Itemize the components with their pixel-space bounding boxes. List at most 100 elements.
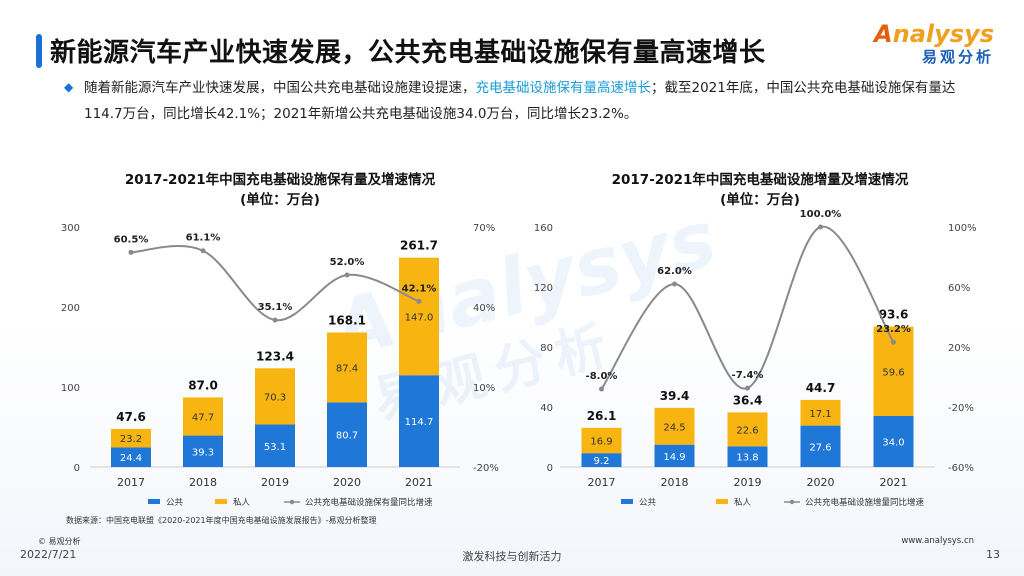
chart1-bar-label: 24.4 [120, 453, 142, 464]
chart1-ytick: 200 [61, 303, 80, 314]
chart1-xtick: 2018 [189, 476, 217, 489]
chart1-ytick: 100 [61, 383, 80, 394]
chart1-bar-label: 114.7 [405, 417, 434, 428]
chart2-legend-private: 私人 [734, 498, 752, 508]
chart1-legend-private-swatch [215, 499, 227, 504]
chart2-growth-label: 100.0% [800, 209, 842, 220]
chart2-growth-point [745, 385, 750, 391]
chart1-y2tick: -20% [473, 463, 499, 474]
logo-wordmark: Analysys [874, 20, 994, 48]
chart1-bar-public [399, 375, 439, 467]
chart2-bar-public [581, 453, 622, 467]
chart1-total-label: 123.4 [256, 349, 294, 363]
chart1-y2tick: 70% [473, 223, 495, 234]
chart1-xtick: 2020 [333, 476, 361, 489]
intro-part2: ；截至2021年底，中国公共充电基础设施保有量达114.7万台，同比增长42.1… [84, 80, 956, 122]
chart2-bar-label: 59.6 [882, 367, 904, 378]
chart1-growth-label: 35.1% [258, 302, 293, 313]
chart1-growth-point [200, 248, 206, 254]
chart2-total-label: 36.4 [733, 393, 763, 407]
chart2-y2tick: 20% [948, 343, 970, 354]
chart2-legend-private-swatch [716, 499, 728, 504]
chart1-bar-label: 39.3 [192, 447, 214, 458]
chart1-bar-private [183, 397, 223, 436]
chart2-total-label: 39.4 [660, 389, 690, 403]
chart1-total-label: 168.1 [328, 314, 366, 328]
chart2-bar-private [800, 399, 841, 426]
chart1-bar-private [399, 257, 439, 376]
analysys-logo: Analysys 易观分析 [874, 20, 994, 66]
chart1-subtitle: (单位：万台) [240, 192, 320, 208]
chart1-ytick: 300 [61, 223, 80, 234]
chart1-total-label: 47.6 [116, 410, 146, 424]
chart2-y2tick: -60% [948, 463, 974, 474]
chart1-growth-point [128, 249, 134, 255]
chart2-total-label: 93.6 [879, 308, 909, 322]
chart1-bar-private [111, 428, 151, 448]
chart2-bar-label: 17.1 [809, 409, 831, 420]
chart2-bar-private [581, 427, 622, 454]
chart2-total-label: 44.7 [806, 381, 836, 395]
chart1-bar-public [255, 424, 295, 467]
chart2-growth-label: 62.0% [657, 266, 692, 277]
chart1-bar-private [255, 368, 295, 425]
chart2-title: 2017-2021年中国充电基础设施增量及增速情况 [611, 172, 909, 188]
chart2-ytick: 40 [540, 403, 553, 414]
chart2-legend-public: 公共 [639, 498, 657, 508]
chart1-bar-public [183, 435, 223, 467]
chart2-growth-point [599, 386, 604, 392]
title-accent-bar [36, 34, 42, 68]
chart2-bar-label: 9.2 [594, 456, 610, 467]
logo-letter-a: A [874, 20, 893, 48]
chart1-growth-label: 42.1% [402, 283, 437, 294]
chart1-bar-public [111, 447, 151, 467]
chart2-ytick: 80 [540, 343, 553, 354]
chart2-y2tick: -20% [948, 403, 974, 414]
chart2-bar-private [727, 412, 768, 447]
chart1-legend-line-marker [289, 499, 295, 505]
chart2-bar-label: 24.5 [663, 422, 685, 433]
chart1-growth-label: 60.5% [114, 234, 149, 245]
chart2-subtitle: (单位：万台) [720, 192, 800, 208]
chart2-y2tick: 100% [948, 223, 977, 234]
chart2-bar-label: 16.9 [590, 437, 612, 448]
chart1-growth-point [344, 272, 350, 278]
chart2-bar-public [800, 425, 841, 467]
chart1-xtick: 2021 [405, 476, 433, 489]
chart1-bar-private [327, 332, 367, 403]
logo-chinese: 易观分析 [921, 48, 994, 66]
chart1-legend-public: 公共 [166, 498, 184, 508]
chart2-xtick: 2021 [880, 476, 908, 489]
chart1-bar-label: 53.1 [264, 442, 286, 453]
intro-paragraph: 随着新能源汽车产业快速发展，中国公共充电基础设施建设提速，充电基础设施保有量高速… [84, 75, 964, 127]
chart1-y2tick: 40% [473, 303, 495, 314]
chart1-ytick: 0 [74, 463, 80, 474]
intro-part1: 随着新能源汽车产业快速发展，中国公共充电基础设施建设提速， [84, 80, 476, 96]
chart1-bar-public [327, 402, 367, 467]
footer-date: 2022/7/21 [20, 548, 77, 561]
chart2-xtick: 2019 [734, 476, 762, 489]
chart2-xtick: 2018 [661, 476, 689, 489]
chart2-growth-label: -7.4% [732, 370, 764, 381]
chart2-bar-label: 27.6 [809, 442, 831, 453]
chart2-bar-public [727, 446, 768, 467]
chart2-growth-point [672, 281, 677, 287]
chart1-bar-label: 23.2 [120, 434, 142, 445]
chart1-bar-label: 70.3 [264, 392, 286, 403]
chart2-legend-line-marker [789, 499, 795, 505]
chart2-xtick: 2017 [588, 476, 616, 489]
chart2-bar-label: 14.9 [663, 452, 685, 463]
chart2-ytick: 0 [547, 463, 553, 474]
chart1-legend-private: 私人 [233, 498, 251, 508]
chart1-title-block: 2017-2021年中国充电基础设施保有量及增速情况 (单位：万台) [60, 170, 500, 210]
data-source-note: 数据来源：中国充电联盟《2020-2021年度中国充电基础设施发展报告》-易观分… [66, 516, 377, 525]
page-number: 13 [986, 548, 1000, 561]
chart1-xtick: 2017 [117, 476, 145, 489]
footer-url[interactable]: www.analysys.cn [901, 536, 974, 546]
chart2-ytick: 160 [534, 223, 553, 234]
chart1-xtick: 2019 [261, 476, 289, 489]
chart2-bar-label: 13.8 [736, 453, 758, 464]
chart2-growth-label: 23.2% [876, 324, 911, 335]
chart2-growth-label: -8.0% [586, 371, 618, 382]
